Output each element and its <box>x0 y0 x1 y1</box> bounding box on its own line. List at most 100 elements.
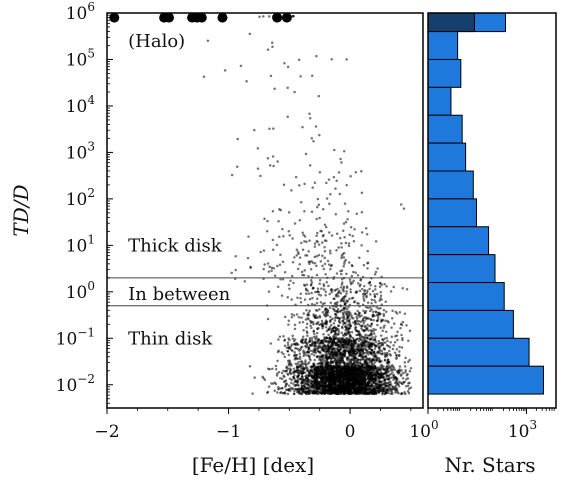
scatter-point-4448 <box>313 391 316 395</box>
scatter-point-786 <box>327 333 330 337</box>
scatter-point-497 <box>308 297 312 301</box>
scatter-point-4042 <box>307 380 311 384</box>
scatter-point-1844 <box>364 351 367 354</box>
scatter-point-149 <box>259 250 262 254</box>
scatter-point-196 <box>270 269 273 273</box>
scatter-point-791 <box>401 320 405 324</box>
scatter-point-4467 <box>353 382 357 385</box>
scatter-point-1741 <box>341 343 345 347</box>
scatter-point-4040 <box>295 390 299 394</box>
scatter-point-506 <box>342 296 345 300</box>
scatter-point-1714 <box>322 338 326 342</box>
scatter-point-97 <box>318 216 321 220</box>
scatter-point-1676 <box>321 342 324 345</box>
scatter-point-4388 <box>297 384 300 387</box>
scatter-point-1305 <box>283 355 287 359</box>
scatter-point-785 <box>283 315 287 319</box>
scatter-point-1797 <box>286 343 290 347</box>
scatter-point-883 <box>328 325 332 329</box>
scatter-point-1752 <box>333 356 336 360</box>
scatter-point-24 <box>245 79 248 83</box>
scatter-point-440 <box>366 301 370 304</box>
scatter-point-1799 <box>309 344 313 348</box>
y-tick-label-2: 102 <box>66 186 95 210</box>
scatter-point-1539 <box>324 355 328 358</box>
scatter-point-902 <box>326 314 330 317</box>
scatter-point-4380 <box>371 367 374 371</box>
scatter-point-4454 <box>372 373 375 377</box>
scatter-point-4407 <box>364 391 368 395</box>
scatter-point-1858 <box>339 356 343 359</box>
scatter-point-819 <box>345 327 348 330</box>
scatter-point-1896 <box>350 363 353 366</box>
scatter-point-4165 <box>378 386 381 389</box>
scatter-point-1721 <box>372 341 375 345</box>
scatter-point-4358 <box>306 390 309 394</box>
scatter-point-492 <box>363 284 366 288</box>
scatter-point-4460 <box>334 375 338 378</box>
scatter-point-213 <box>315 264 318 268</box>
scatter-point-4382 <box>317 380 321 384</box>
scatter-point-4168 <box>336 384 340 387</box>
scatter-point-19 <box>271 45 274 48</box>
scatter-point-879 <box>347 330 351 334</box>
scatter-point-815 <box>372 319 375 322</box>
scatter-point-272 <box>342 256 346 259</box>
scatter-point-46 <box>272 127 275 130</box>
scatter-point-566 <box>350 314 353 317</box>
scatter-point-264 <box>315 254 319 258</box>
scatter-point-4112 <box>389 365 393 368</box>
scatter-point-876 <box>338 317 342 320</box>
scatter-point-159 <box>338 236 342 240</box>
scatter-point-456 <box>380 283 383 287</box>
scatter-point-736 <box>339 310 342 313</box>
scatter-point-4345 <box>370 390 373 394</box>
scatter-point-366 <box>369 293 372 296</box>
scatter-point-44 <box>318 133 321 137</box>
scatter-point-894 <box>363 335 367 338</box>
scatter-point-1700 <box>293 353 297 357</box>
scatter-point-1818 <box>365 362 368 365</box>
histogram-bars <box>427 12 544 395</box>
scatter-point-873 <box>395 334 399 337</box>
scatter-point-285 <box>352 270 355 274</box>
scatter-point-78 <box>334 187 337 190</box>
scatter-point-4472 <box>339 375 343 378</box>
scatter-point-4413 <box>315 376 318 379</box>
scatter-point-1894 <box>370 358 374 362</box>
scatter-point-860 <box>361 335 364 339</box>
scatter-point-476 <box>335 295 338 298</box>
scatter-point-891 <box>341 311 345 315</box>
scatter-point-84 <box>332 175 336 179</box>
scatter-point-640 <box>321 327 324 330</box>
scatter-point-494 <box>342 306 346 310</box>
scatter-point-364 <box>305 309 308 312</box>
scatter-point-422 <box>368 281 372 285</box>
scatter-point-4203 <box>328 379 331 383</box>
scatter-point-886 <box>343 325 347 328</box>
scatter-point-4434 <box>356 376 360 380</box>
scatter-point-1263 <box>290 343 294 346</box>
scatter-point-1579 <box>296 362 299 366</box>
scatter-point-314 <box>288 287 291 291</box>
scatter-point-291 <box>309 279 313 282</box>
scatter-point-211 <box>234 255 237 258</box>
scatter-point-678 <box>368 309 372 313</box>
scatter-point-18 <box>270 41 274 44</box>
scatter-point-766 <box>379 326 382 329</box>
scatter-point-1789 <box>350 358 354 362</box>
scatter-point-1738 <box>324 347 327 350</box>
scatter-point-920 <box>401 338 404 342</box>
scatter-point-808 <box>314 316 317 319</box>
scatter-point-767 <box>305 330 309 333</box>
scatter-point-29 <box>297 58 301 61</box>
scatter-point-1747 <box>383 359 387 362</box>
scatter-point-870 <box>373 314 376 317</box>
scatter-point-858 <box>353 323 357 326</box>
scatter-point-273 <box>326 259 330 263</box>
scatter-point-1694 <box>317 338 321 341</box>
scatter-point-1629 <box>338 340 342 344</box>
scatter-point-4447 <box>358 387 362 391</box>
